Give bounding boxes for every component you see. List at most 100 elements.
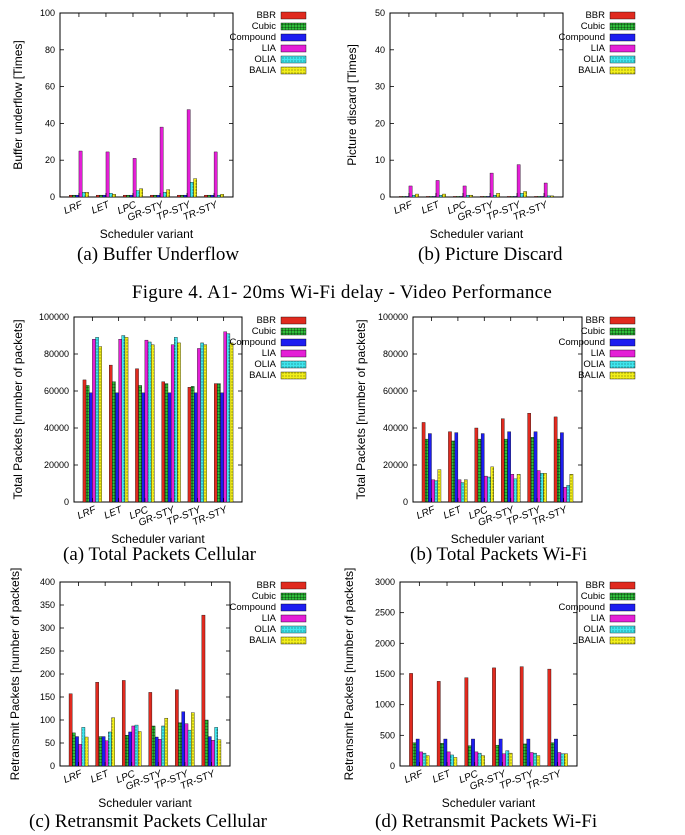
y-tick-label: 250 xyxy=(40,646,55,656)
legend-label: Compound xyxy=(230,602,276,613)
bar-compound-tp-sty xyxy=(194,392,198,503)
caption-picture-discard: (b) Picture Discard xyxy=(418,244,563,265)
x-axis-label: Scheduler variant xyxy=(451,532,545,546)
bar-olia-tp-sty xyxy=(540,473,544,503)
y-axis-label: Picture discard [Times] xyxy=(345,44,359,166)
bar-olia-gr-sty xyxy=(513,478,518,503)
x-tick-label: LRF xyxy=(403,768,425,786)
chart-total-packets-cellular: 0 20000 40000 60000 80000 100000 Total Packets… xyxy=(11,312,307,546)
bar-cubic-tr-sty xyxy=(537,196,542,198)
bar-olia-gr-sty xyxy=(161,725,165,767)
bar-compound-lrf xyxy=(89,392,93,503)
bar-balia-let xyxy=(464,479,468,503)
bar-bbr-gr-sty xyxy=(501,418,505,503)
bar-compound-lrf xyxy=(415,738,420,767)
bar-bbr-tr-sty xyxy=(547,668,552,767)
bar-balia-lpc xyxy=(469,194,473,198)
bar-bbr-tr-sty xyxy=(214,383,218,503)
bar-olia-gr-sty xyxy=(493,194,497,198)
legend-swatch xyxy=(609,360,636,369)
x-tick-label: LRF xyxy=(392,199,414,217)
x-tick-label: LRF xyxy=(76,504,98,522)
bar-lia-lpc xyxy=(474,751,479,767)
legend-swatch xyxy=(609,371,636,380)
bar-compound-tp-sty xyxy=(513,196,518,198)
legend-swatch xyxy=(280,327,307,336)
bar-balia-let xyxy=(453,757,458,767)
legend-swatch xyxy=(280,22,307,31)
bar-compound-tr-sty xyxy=(554,738,558,767)
bar-bbr-tp-sty xyxy=(187,387,192,503)
bar-balia-lrf xyxy=(437,469,442,503)
y-tick-label: 50 xyxy=(375,8,385,18)
y-axis-label: Total Packets [number of packets] xyxy=(11,319,25,499)
legend-swatch xyxy=(609,22,636,31)
legend-swatch xyxy=(609,66,636,75)
bar-cubic-lrf xyxy=(424,438,429,503)
bar-compound-let xyxy=(432,196,437,198)
legend-label: LIA xyxy=(591,348,606,359)
x-tick-label: LET xyxy=(420,199,442,216)
legend-swatch xyxy=(609,33,636,42)
legend-label: Compound xyxy=(559,337,605,348)
bar-olia-lrf xyxy=(81,727,86,767)
plot-frame xyxy=(412,316,583,503)
bar-balia-let xyxy=(111,717,115,767)
bar-cubic-lrf xyxy=(72,194,76,198)
bar-compound-tp-sty xyxy=(526,738,531,767)
legend-label: Compound xyxy=(559,32,605,43)
bar-cubic-tp-sty xyxy=(190,386,195,503)
bar-cubic-lpc xyxy=(138,385,142,503)
y-tick-label: 100000 xyxy=(378,312,408,322)
legend-swatch xyxy=(609,636,636,645)
bar-compound-tr-sty xyxy=(210,194,215,198)
bar-olia-tr-sty xyxy=(566,485,571,503)
legend-label: OLIA xyxy=(254,359,276,370)
bar-balia-tp-sty xyxy=(543,473,547,503)
y-tick-label: 1500 xyxy=(375,669,395,679)
legend-label: BBR xyxy=(256,10,276,21)
bar-bbr-tr-sty xyxy=(201,614,206,767)
bar-balia-tr-sty xyxy=(220,194,224,198)
bar-cubic-let xyxy=(451,440,455,503)
bar-cubic-gr-sty xyxy=(504,438,508,503)
bar-olia-gr-sty xyxy=(505,750,510,767)
bar-bbr-tp-sty xyxy=(519,666,524,767)
y-tick-label: 30 xyxy=(375,82,385,92)
bar-compound-let xyxy=(443,738,448,767)
y-tick-label: 100000 xyxy=(39,312,69,322)
legend-swatch xyxy=(280,603,307,612)
legend-label: BBR xyxy=(585,580,605,591)
bar-bbr-tr-sty xyxy=(534,196,538,198)
bar-bbr-lrf xyxy=(68,693,73,767)
bar-bbr-lpc xyxy=(121,680,126,767)
bar-cubic-let xyxy=(440,743,444,767)
bar-lia-gr-sty xyxy=(158,739,162,767)
bar-cubic-let xyxy=(98,736,103,767)
bar-lia-tr-sty xyxy=(557,752,562,767)
bar-bbr-gr-sty xyxy=(148,692,153,767)
bar-bbr-lpc xyxy=(453,196,457,198)
caption-total-packets-cellular: (a) Total Packets Cellular xyxy=(63,544,257,565)
legend-label: Cubic xyxy=(252,326,277,337)
bar-olia-tp-sty xyxy=(200,342,204,503)
legend-label: BBR xyxy=(256,580,276,591)
legend-swatch xyxy=(609,581,636,590)
y-tick-label: 80000 xyxy=(383,349,408,359)
bar-bbr-tr-sty xyxy=(553,416,558,503)
bar-olia-tp-sty xyxy=(520,193,524,198)
bar-olia-lrf xyxy=(411,194,416,198)
legend-label: Compound xyxy=(230,337,276,348)
bar-lia-lrf xyxy=(92,339,96,503)
y-tick-label: 0 xyxy=(64,497,69,507)
bar-cubic-tr-sty xyxy=(207,194,212,198)
legend-swatch xyxy=(280,316,307,325)
y-tick-label: 0 xyxy=(50,192,55,202)
x-tick-label: LET xyxy=(103,504,125,521)
bar-bbr-lrf xyxy=(69,194,73,198)
legend-label: LIA xyxy=(262,613,277,624)
bar-balia-tr-sty xyxy=(217,739,222,767)
bar-balia-gr-sty xyxy=(516,474,521,503)
y-axis-label: Total Packets [number of packets] xyxy=(354,319,368,499)
legend-swatch xyxy=(280,625,307,634)
